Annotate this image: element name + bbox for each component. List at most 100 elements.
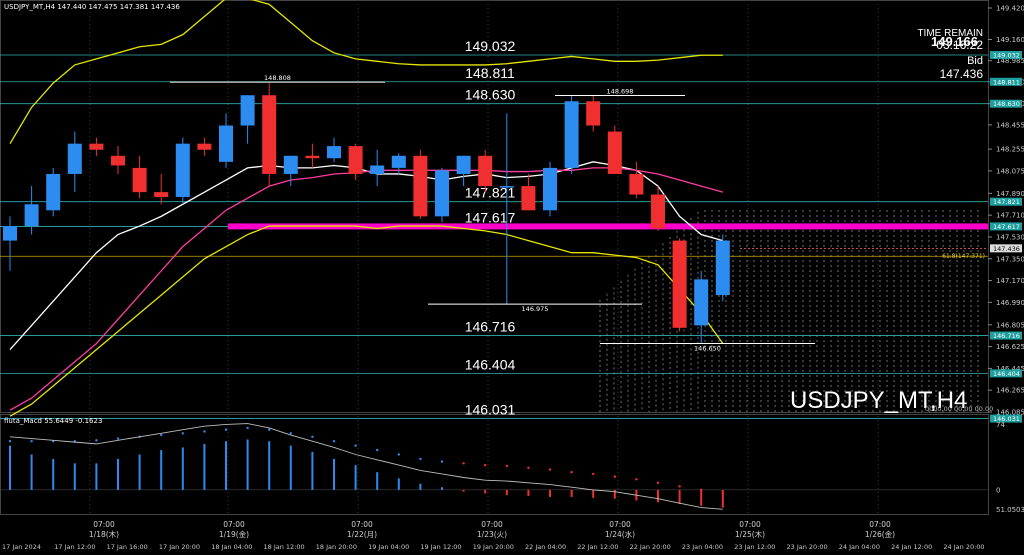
candle-body — [67, 143, 82, 174]
axis-level-tag — [990, 77, 1022, 86]
axis-bid-tag — [990, 244, 1022, 253]
bid-value: 147.436 — [940, 67, 984, 81]
candle-body — [327, 146, 341, 159]
macd-signal-dot — [721, 492, 724, 495]
axis-level-tag — [990, 51, 1022, 60]
macd-signal-dot — [613, 475, 616, 478]
macd-signal-dot — [224, 428, 228, 431]
date-time-label: 07:00 — [93, 520, 115, 529]
candle-body — [586, 101, 601, 126]
annotation-label: 148.698 — [607, 87, 634, 95]
macd-signal-dot — [181, 432, 184, 435]
macd-signal-dot — [440, 460, 444, 463]
level-label: 146.031 — [465, 402, 516, 418]
date-time-label: 07:00 — [351, 520, 373, 529]
x-tick-label: 22 Jan 04:00 — [525, 543, 566, 551]
macd-header: fiuta_Macd 55.6449 -0.1623 — [4, 417, 102, 425]
x-tick-label: 19 Jan 04:00 — [368, 543, 409, 551]
candle-body — [435, 170, 449, 217]
axis-level-tag-label: 148.811 — [993, 78, 1020, 86]
candle-body — [456, 155, 471, 174]
candle-body — [694, 279, 709, 326]
x-tick-label: 23 Jan 12:00 — [734, 543, 775, 551]
y-tick-label: 146.805 — [996, 321, 1024, 329]
date-day-label: 1/18(木) — [89, 529, 119, 539]
date-time-label: 07:00 — [609, 520, 631, 529]
axis-level-tag — [990, 414, 1022, 423]
level-label: 148.630 — [465, 87, 516, 103]
candle-body — [89, 143, 104, 150]
macd-signal-dot — [311, 435, 314, 439]
date-time-label: 07:00 — [869, 520, 891, 529]
macd-signal-dot — [203, 430, 206, 433]
axis-level-tag-label: 146.716 — [993, 332, 1020, 340]
candle-body — [197, 143, 212, 150]
macd-signal-dot — [700, 488, 703, 492]
x-tick-label: 24 Jan 12:00 — [891, 543, 932, 551]
y-tick-label: 146.085 — [996, 409, 1024, 417]
y-tick-label: 148.255 — [996, 146, 1024, 154]
macd-panel-frame — [0, 414, 989, 515]
candle-body — [305, 155, 320, 159]
candle-body — [175, 143, 190, 197]
macd-y-tick: 51.0503 — [996, 506, 1024, 514]
annotation-label: 146.975 — [522, 305, 549, 313]
candle-body — [219, 125, 233, 162]
magenta-zone — [228, 223, 988, 230]
x-tick-label: 17 Jan 2024 — [2, 543, 41, 551]
date-day-label: 1/23(火) — [477, 530, 507, 539]
candle-body — [521, 186, 536, 211]
axis-level-tag — [990, 369, 1022, 378]
x-tick-label: 19 Jan 12:00 — [420, 543, 461, 551]
macd-signal-dot — [419, 457, 422, 461]
y-tick-label: 149.420 — [996, 5, 1024, 13]
macd-line — [9, 423, 723, 510]
candle-body — [499, 186, 514, 188]
x-tick-label: 23 Jan 04:00 — [682, 543, 723, 551]
y-tick-label: 148.075 — [996, 167, 1024, 175]
macd-y-tick: 74 — [996, 421, 1005, 429]
candle-body — [413, 155, 428, 217]
level-label: 146.404 — [465, 356, 516, 372]
candle-body — [46, 173, 61, 211]
candle-body — [111, 155, 125, 166]
candle-body — [283, 155, 298, 174]
date-day-label: 1/26(金) — [865, 529, 895, 539]
series-line — [9, 167, 723, 411]
candle-body — [478, 155, 493, 187]
candle-body — [651, 194, 665, 229]
date-time-label: 07:00 — [223, 520, 245, 529]
axis-level-tag-label: 149.032 — [993, 52, 1020, 60]
y-tick-label: 147.350 — [996, 255, 1024, 263]
macd-signal-dot — [548, 468, 552, 471]
candle-body — [564, 101, 579, 168]
macd-y-tick: 0 — [996, 486, 1000, 494]
symbol-watermark: USDJPY_MT,H4 — [790, 387, 967, 414]
x-tick-label: 24 Jan 04:00 — [839, 543, 880, 551]
axis-bid-tag-label: 147.436 — [993, 245, 1020, 253]
candle-body — [715, 240, 730, 296]
macd-signal-dot — [462, 462, 465, 465]
candle-body — [262, 95, 277, 174]
x-tick-label: 17 Jan 16:00 — [107, 543, 148, 551]
x-tick-label: 18 Jan 12:00 — [264, 543, 305, 551]
candle-body — [672, 240, 687, 328]
candle-body — [154, 192, 169, 197]
series-line — [9, 0, 723, 145]
macd-signal-dot — [527, 466, 530, 469]
x-tick-label: 19 Jan 20:00 — [473, 543, 514, 551]
candle-body — [391, 155, 406, 168]
macd-signal-dot — [570, 470, 573, 474]
candle-body — [348, 146, 363, 174]
axis-level-tag-label: 146.031 — [993, 415, 1020, 423]
macd-signal-dot — [592, 472, 595, 476]
macd-signal-dot — [397, 453, 400, 456]
macd-signal-dot — [354, 444, 357, 447]
y-tick-label: 146.625 — [996, 343, 1024, 351]
y-tick-label: 147.170 — [996, 277, 1024, 285]
y-tick-label: 148.455 — [996, 121, 1024, 129]
macd-signal-dot — [505, 464, 508, 468]
level-label: 149.032 — [465, 38, 516, 54]
